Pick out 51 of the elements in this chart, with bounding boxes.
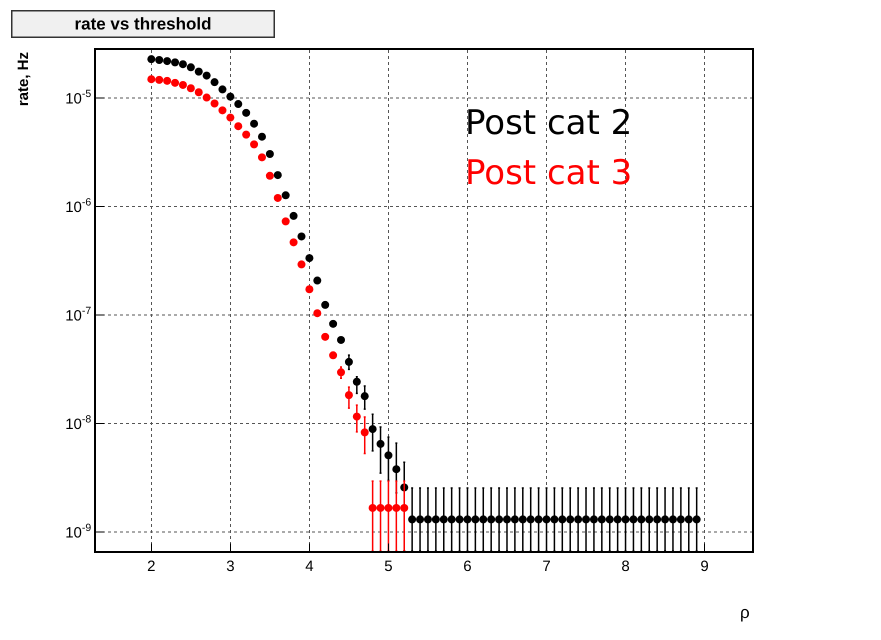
point bbox=[171, 78, 180, 87]
y-tick-label: 10$^{-5}$ bbox=[65, 88, 92, 108]
point bbox=[210, 100, 219, 108]
y-tick-label: 10$^{-6}$ bbox=[65, 196, 92, 216]
point bbox=[194, 88, 203, 96]
chart-title: rate vs threshold bbox=[74, 14, 212, 34]
x-axis-title: ρ bbox=[740, 603, 750, 622]
point bbox=[178, 80, 187, 89]
y-tick-label: 10$^{-9}$ bbox=[65, 522, 92, 542]
point bbox=[242, 130, 250, 139]
point bbox=[258, 153, 266, 162]
x-tick-label: 7 bbox=[542, 558, 551, 575]
y-tick-label: 10$^{-8}$ bbox=[65, 414, 92, 433]
point bbox=[337, 368, 346, 376]
text: Post cat 3 bbox=[465, 153, 632, 193]
y-axis-title: rate, Hz bbox=[15, 52, 32, 106]
x-tick-label: 2 bbox=[147, 558, 156, 575]
point bbox=[266, 172, 274, 180]
x-tick-label: 6 bbox=[463, 558, 472, 575]
point bbox=[163, 76, 172, 85]
point bbox=[352, 412, 361, 421]
point bbox=[202, 94, 211, 102]
x-tick-label: 4 bbox=[305, 558, 314, 575]
point bbox=[274, 194, 282, 202]
point bbox=[344, 391, 353, 400]
point bbox=[250, 140, 258, 148]
point bbox=[234, 122, 242, 130]
point bbox=[329, 351, 338, 360]
point bbox=[392, 504, 400, 512]
x-tick-label: 9 bbox=[700, 558, 709, 575]
point bbox=[313, 309, 322, 318]
point bbox=[290, 238, 298, 246]
point bbox=[282, 217, 290, 226]
point bbox=[368, 504, 377, 512]
point bbox=[360, 428, 369, 436]
x-tick-label: 5 bbox=[384, 558, 393, 575]
point bbox=[147, 75, 156, 84]
point bbox=[218, 106, 226, 114]
point bbox=[321, 332, 330, 341]
point bbox=[384, 504, 392, 512]
point bbox=[226, 114, 234, 122]
point bbox=[400, 504, 408, 512]
x-tick-label: 3 bbox=[226, 558, 235, 575]
text: Post cat 2 bbox=[465, 103, 632, 143]
point bbox=[155, 76, 164, 84]
point bbox=[186, 84, 195, 92]
point bbox=[297, 260, 306, 268]
point bbox=[376, 504, 385, 512]
y-tick-label: 10$^{-7}$ bbox=[65, 305, 92, 324]
point bbox=[305, 285, 314, 294]
x-tick-label: 8 bbox=[621, 558, 630, 575]
